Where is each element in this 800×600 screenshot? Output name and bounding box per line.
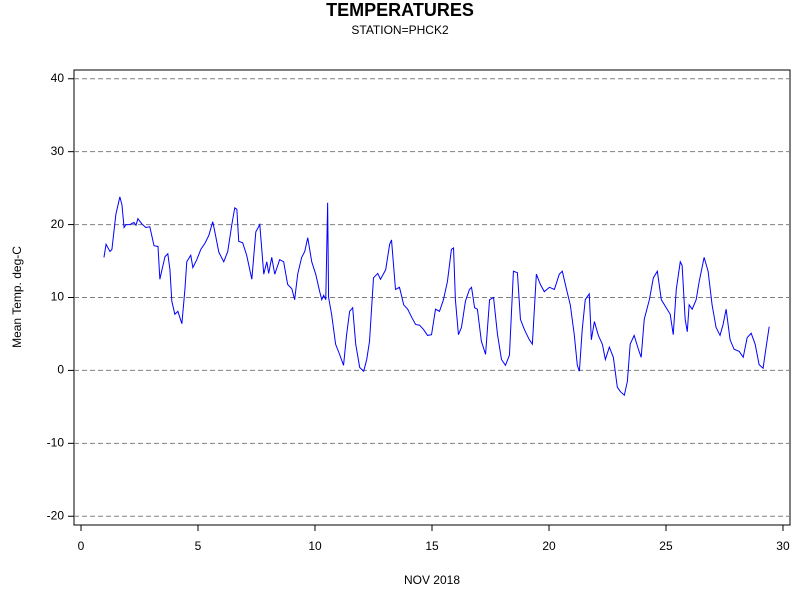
x-tick-label: 15	[425, 539, 439, 553]
y-tick-label: -10	[47, 436, 65, 450]
chart-title: TEMPERATURES	[326, 0, 474, 20]
y-tick-label: 40	[51, 71, 65, 85]
chart-subtitle: STATION=PHCK2	[351, 23, 449, 37]
y-tick-label: -20	[47, 508, 65, 522]
x-tick-label: 10	[308, 539, 322, 553]
y-tick-label: 0	[57, 363, 64, 377]
x-tick-label: 5	[195, 539, 202, 553]
y-tick-label: 30	[51, 144, 65, 158]
y-tick-label: 20	[51, 217, 65, 231]
y-tick-label: 10	[51, 290, 65, 304]
x-tick-label: 20	[542, 539, 556, 553]
x-tick-label: 25	[659, 539, 673, 553]
x-tick-label: 30	[776, 539, 790, 553]
temperature-line	[103, 196, 770, 397]
y-axis-label: Mean Temp. deg-C	[10, 246, 24, 348]
x-tick-label: 0	[78, 539, 85, 553]
x-axis-label: NOV 2018	[404, 573, 460, 587]
